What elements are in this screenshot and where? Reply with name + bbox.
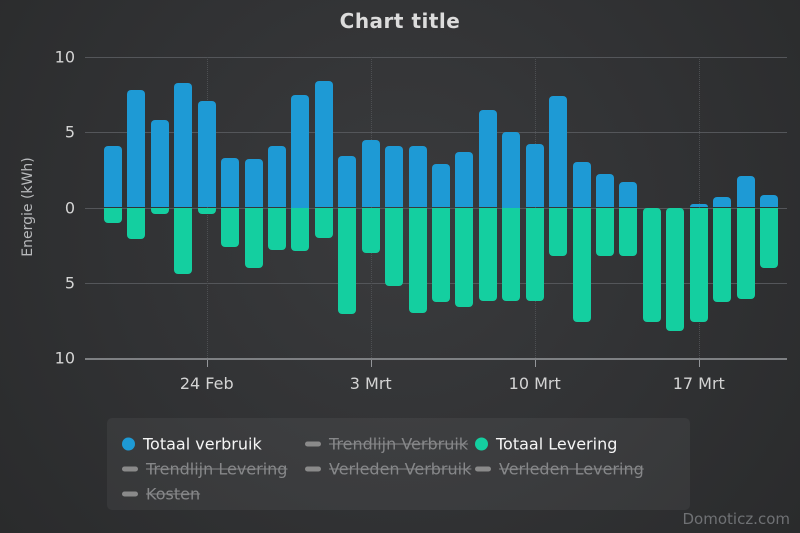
bar-levering-1-Mrt[interactable] (314, 207, 333, 238)
legend-item-verleden-verbruik[interactable]: Verleden Verbruik (305, 459, 471, 478)
bar-verbruik-5-Mrt[interactable] (408, 145, 427, 208)
bar-verbruik-27-Feb[interactable] (268, 145, 286, 208)
bar-levering-14-Mrt[interactable] (619, 207, 638, 256)
series-marker-icon (475, 437, 488, 451)
bar-levering-10-Mrt[interactable] (525, 207, 544, 301)
x-tick-label: 17 Mrt (672, 374, 725, 393)
bar-levering-27-Feb[interactable] (268, 207, 286, 250)
chart-title: Chart title (339, 9, 461, 33)
bar-levering-3-Mrt[interactable] (361, 207, 380, 253)
bar-verbruik-14-Mrt[interactable] (619, 181, 638, 208)
legend-label: Trendlijn Verbruik (329, 434, 469, 454)
legend-item-totaal-verbruik[interactable]: Totaal verbruik (122, 435, 262, 454)
line-marker-icon (122, 491, 138, 496)
x-axis-tick (370, 359, 372, 367)
bar-levering-9-Mrt[interactable] (502, 207, 521, 301)
bar-verbruik-11-Mrt[interactable] (549, 96, 568, 208)
x-axis-line (85, 358, 787, 360)
bar-levering-8-Mrt[interactable] (478, 207, 497, 301)
bar-levering-19-Mrt[interactable] (736, 207, 755, 300)
bar-levering-28-Feb[interactable] (291, 207, 310, 252)
x-tick-label: 24 Feb (179, 374, 234, 393)
x-axis-tick (206, 359, 208, 367)
x-axis-tick (698, 359, 700, 367)
line-marker-icon (475, 466, 491, 471)
bar-levering-16-Mrt[interactable] (666, 207, 685, 331)
legend-label: Totaal Levering (496, 434, 618, 454)
bar-verbruik-26-Feb[interactable] (244, 159, 263, 208)
bar-verbruik-28-Feb[interactable] (291, 94, 310, 208)
bar-levering-22-Feb[interactable] (150, 207, 169, 214)
x-tick-label: 3 Mrt (349, 374, 392, 393)
bar-levering-24-Feb[interactable] (197, 207, 216, 214)
bar-levering-7-Mrt[interactable] (455, 207, 474, 307)
bar-levering-4-Mrt[interactable] (385, 207, 404, 286)
y-gridline-5 (85, 132, 787, 134)
series-marker-icon (122, 437, 135, 451)
y-tick-label: 5 (64, 122, 75, 142)
bar-levering-5-Mrt[interactable] (408, 207, 427, 313)
legend-label: Verleden Levering (499, 459, 644, 478)
bar-verbruik-22-Feb[interactable] (150, 120, 169, 208)
bar-verbruik-10-Mrt[interactable] (525, 144, 544, 208)
bar-levering-23-Feb[interactable] (174, 207, 193, 274)
y-gridline-10 (85, 57, 787, 58)
y-tick-label: 5 (64, 273, 75, 293)
legend-item-trendlijn-verbruik[interactable]: Trendlijn Verbruik (305, 435, 468, 454)
bar-verbruik-25-Feb[interactable] (221, 157, 240, 208)
bar-levering-15-Mrt[interactable] (642, 207, 661, 322)
bar-verbruik-20-Feb[interactable] (104, 145, 122, 208)
bar-levering-6-Mrt[interactable] (432, 207, 451, 303)
y-tick-label: 10 (54, 348, 75, 368)
legend-label: Totaal verbruik (143, 434, 262, 454)
legend-label: Kosten (146, 484, 201, 503)
legend-item-trendlijn-levering[interactable]: Trendlijn Levering (122, 459, 287, 478)
bar-levering-25-Feb[interactable] (221, 207, 240, 247)
bar-levering-2-Mrt[interactable] (338, 207, 357, 315)
bar-levering-12-Mrt[interactable] (572, 207, 591, 322)
line-marker-icon (305, 466, 321, 471)
bar-verbruik-24-Feb[interactable] (197, 100, 216, 208)
y-tick-label: 0 (64, 198, 75, 217)
line-marker-icon (305, 441, 321, 447)
bar-levering-13-Mrt[interactable] (596, 207, 615, 256)
bar-verbruik-17-Mrt[interactable] (689, 204, 708, 208)
legend: Totaal verbruik Trendlijn Verbruik Totaal … (107, 418, 690, 510)
bar-verbruik-23-Feb[interactable] (174, 82, 193, 208)
bar-levering-21-Feb[interactable] (127, 207, 146, 240)
bar-verbruik-9-Mrt[interactable] (502, 132, 521, 208)
x-axis-tick (534, 359, 536, 367)
bar-levering-17-Mrt[interactable] (689, 207, 708, 322)
bar-verbruik-18-Mrt[interactable] (713, 196, 732, 208)
bar-verbruik-3-Mrt[interactable] (361, 139, 380, 208)
bar-verbruik-4-Mrt[interactable] (385, 145, 404, 208)
bar-verbruik-12-Mrt[interactable] (572, 162, 591, 208)
bar-verbruik-21-Feb[interactable] (127, 90, 146, 208)
legend-item-verleden-levering[interactable]: Verleden Levering (475, 459, 644, 478)
bar-verbruik-2-Mrt[interactable] (338, 156, 357, 208)
bar-verbruik-1-Mrt[interactable] (314, 81, 333, 208)
credits-link[interactable]: Domoticz.com (682, 510, 791, 528)
bar-verbruik-8-Mrt[interactable] (478, 109, 497, 208)
bar-levering-20-Mrt[interactable] (760, 207, 779, 268)
legend-label: Trendlijn Levering (146, 459, 288, 478)
bar-verbruik-13-Mrt[interactable] (596, 174, 615, 208)
bar-verbruik-6-Mrt[interactable] (432, 163, 451, 208)
line-marker-icon (122, 466, 138, 471)
legend-item-kosten[interactable]: Kosten (122, 484, 200, 503)
bar-levering-18-Mrt[interactable] (713, 207, 732, 303)
bar-levering-20-Feb[interactable] (104, 207, 122, 223)
bar-verbruik-7-Mrt[interactable] (455, 151, 474, 208)
bar-levering-11-Mrt[interactable] (549, 207, 568, 256)
bar-verbruik-19-Mrt[interactable] (736, 175, 755, 208)
x-tick-label: 10 Mrt (508, 374, 561, 393)
legend-label: Verleden Verbruik (329, 459, 472, 478)
legend-item-totaal-levering[interactable]: Totaal Levering (475, 435, 617, 454)
bar-verbruik-20-Mrt[interactable] (760, 195, 779, 208)
y-tick-label: 10 (54, 47, 75, 67)
bar-levering-26-Feb[interactable] (244, 207, 263, 268)
